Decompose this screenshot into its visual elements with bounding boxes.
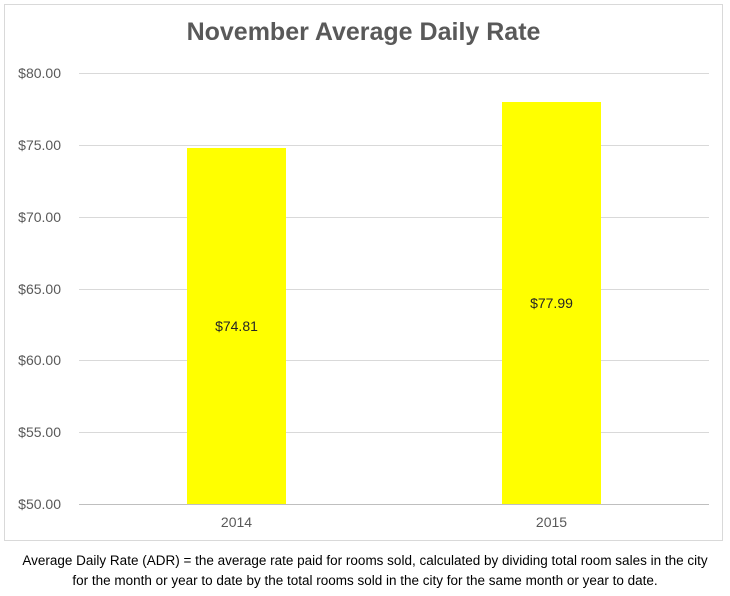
y-axis-tick-label: $75.00 [18, 136, 61, 153]
bar-value-label: $74.81 [215, 317, 258, 334]
y-axis-tick-label: $65.00 [18, 280, 61, 297]
x-axis-line [79, 504, 709, 505]
bar-2014: $74.81 [187, 147, 286, 504]
plot-area: $50.00 $55.00 $60.00 $65.00 $70.00 $75.00 $80.… [18, 65, 709, 530]
y-axis-tick-label: $50.00 [18, 496, 61, 512]
gridline [79, 288, 709, 290]
bar-2015: $77.99 [502, 101, 601, 504]
y-axis-tick-label: $55.00 [18, 424, 61, 441]
footnote-line-1: Average Daily Rate (ADR) = the average r… [22, 553, 708, 568]
chart-title: November Average Daily Rate [186, 18, 541, 46]
y-axis-tick-label: $70.00 [18, 208, 61, 225]
gridline [79, 216, 709, 218]
footnote: Average Daily Rate (ADR) = the average r… [0, 551, 730, 591]
x-axis-tick-label: 2015 [535, 514, 568, 530]
y-axis-tick-label: $60.00 [18, 352, 61, 369]
y-axis-tick-label: $80.00 [18, 65, 61, 81]
chart-frame: November Average Daily Rate $50.00 $55.00… [4, 4, 723, 541]
gridline [79, 360, 709, 362]
bar-value-label: $77.99 [530, 294, 573, 311]
gridline [79, 73, 709, 74]
gridline [79, 432, 709, 434]
x-axis-tick-label: 2014 [220, 514, 253, 530]
footnote-line-2: for the month or year to date by the tot… [72, 573, 658, 588]
gridline [79, 144, 709, 146]
